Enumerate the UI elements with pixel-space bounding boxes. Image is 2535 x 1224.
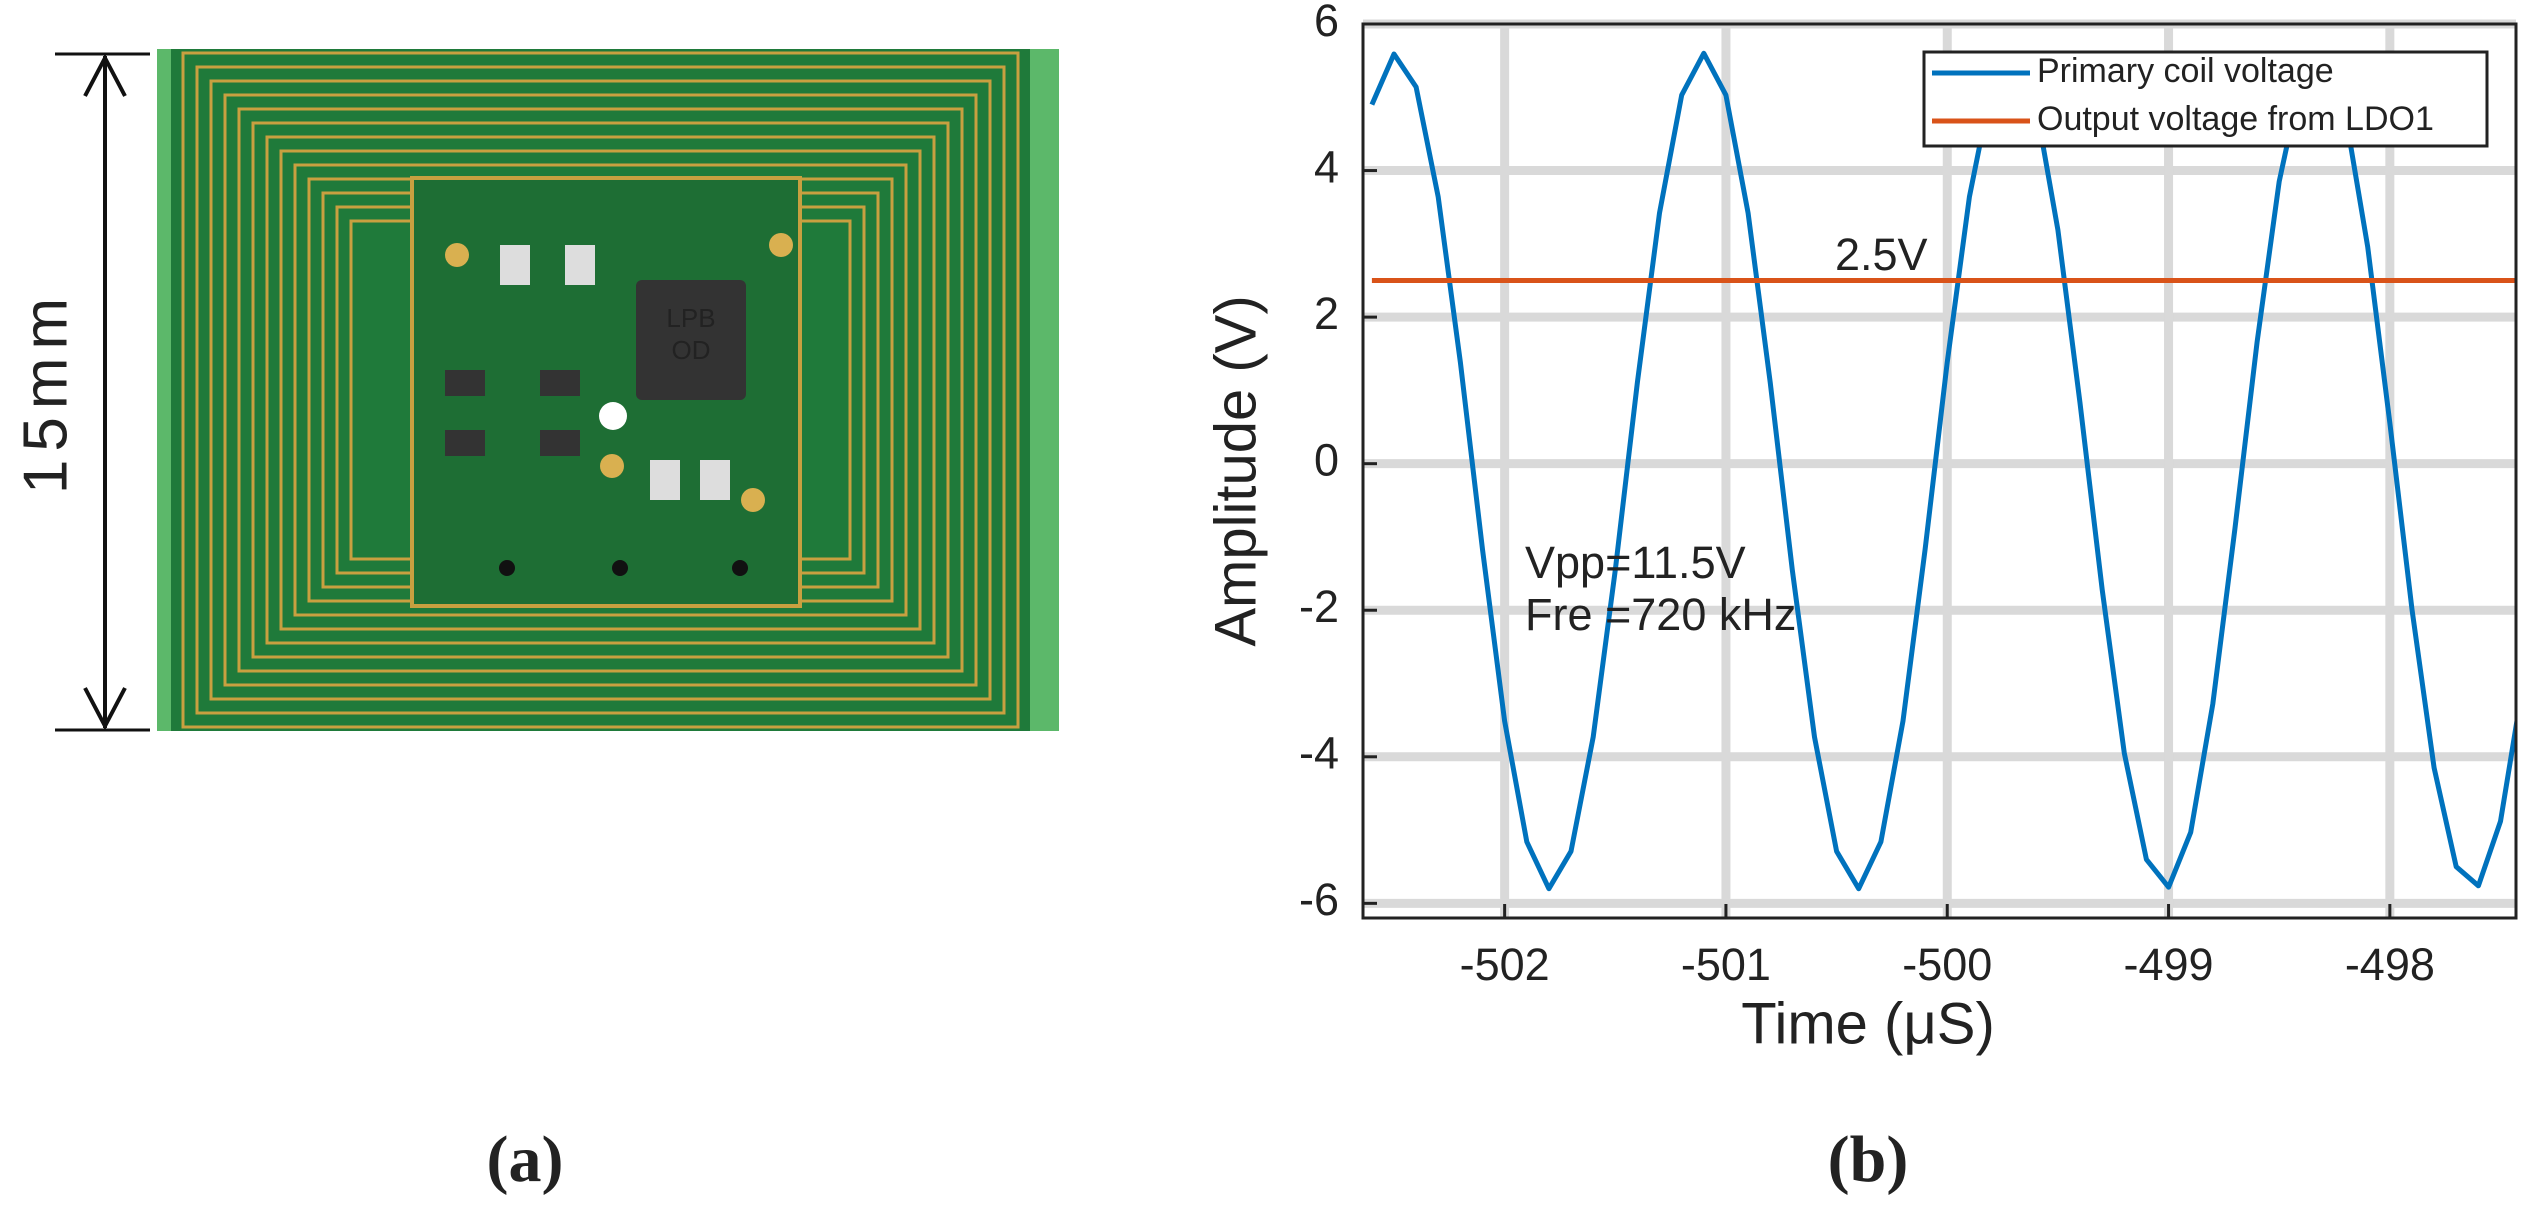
pad <box>600 454 624 478</box>
fiducial <box>599 402 627 430</box>
y-axis-label: Amplitude (V) <box>1203 295 1268 646</box>
pcb-edge <box>1030 49 1059 731</box>
coil-turn <box>293 163 908 617</box>
x-tick-label: -502 <box>1460 939 1550 990</box>
coil-turn <box>223 93 978 687</box>
coil-turn <box>237 107 964 673</box>
pcb-photo: LPB OD 15mm <box>11 49 1059 732</box>
legend-label: Primary coil voltage <box>2037 52 2334 90</box>
component <box>650 460 680 500</box>
x-tick-label: -499 <box>2124 939 2214 990</box>
x-tick-label: -498 <box>2345 939 2435 990</box>
coil-turn <box>279 149 922 631</box>
y-tick-label: 0 <box>1314 435 1339 486</box>
chip-marking: OD <box>672 335 711 365</box>
pad <box>741 488 765 512</box>
y-tick-label: -2 <box>1299 581 1339 632</box>
component <box>540 430 580 456</box>
axes-box <box>1361 22 2518 920</box>
via <box>732 560 748 576</box>
y-tick-label: 2 <box>1314 288 1339 339</box>
pad <box>769 233 793 257</box>
via <box>499 560 515 576</box>
coil-turn <box>265 135 936 645</box>
annotation: Vpp=11.5V <box>1525 537 1746 588</box>
component <box>565 245 595 285</box>
y-tick-label: 4 <box>1314 141 1339 192</box>
component <box>445 430 485 456</box>
panel-label: (b) <box>1828 1123 1909 1196</box>
x-tick-label: -500 <box>1902 939 1992 990</box>
coil-turn <box>209 79 992 701</box>
chip-marking: LPB <box>666 303 715 333</box>
component <box>700 460 730 500</box>
legend-label: Output voltage from LDO1 <box>2037 100 2434 138</box>
pcb-edge <box>157 49 171 731</box>
x-tick-label: -501 <box>1681 939 1771 990</box>
y-tick-label: -6 <box>1299 874 1339 925</box>
coil-turn <box>195 65 1006 715</box>
annotation: 2.5V <box>1835 229 1928 280</box>
chip <box>636 280 746 400</box>
coil-turn <box>251 121 950 659</box>
annotation: Fre =720 kHz <box>1525 589 1796 640</box>
component <box>540 370 580 396</box>
pad <box>445 243 469 267</box>
y-tick-label: 6 <box>1314 0 1339 46</box>
x-axis-label: Time (μS) <box>1741 991 1995 1056</box>
component <box>500 245 530 285</box>
legend-box <box>1922 50 2489 148</box>
via <box>612 560 628 576</box>
dimension-label: 15mm <box>11 290 80 494</box>
dimension-arrows <box>83 53 127 731</box>
component <box>445 370 485 396</box>
coil-turn <box>181 51 1020 729</box>
panel-label: (a) <box>487 1123 564 1196</box>
y-tick-label: -4 <box>1299 728 1339 779</box>
